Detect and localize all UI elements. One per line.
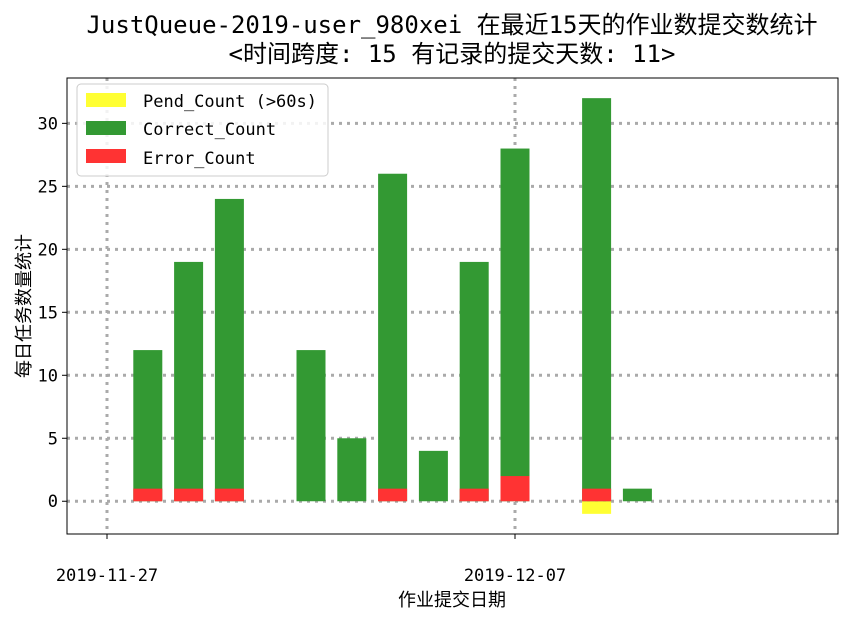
y-tick-label: 25 <box>38 177 58 197</box>
legend-swatch-pend <box>86 93 126 107</box>
bar-error <box>378 488 408 502</box>
legend: Pend_Count (>60s) Correct_Count Error_Co… <box>76 83 329 177</box>
bar-correct <box>418 450 448 502</box>
bar-correct <box>174 261 204 502</box>
y-axis-ticks: 0 5 10 15 20 25 30 <box>38 114 67 512</box>
y-tick-label: 10 <box>38 366 58 386</box>
legend-box <box>76 83 329 177</box>
chart-subtitle: <时间跨度: 15 有记录的提交天数: 11> <box>229 40 676 68</box>
bar-correct <box>378 173 408 502</box>
bar-correct <box>500 148 530 502</box>
y-tick-label: 15 <box>38 303 58 323</box>
bar-correct <box>582 98 612 502</box>
bar-pend <box>582 501 612 514</box>
bar-error <box>582 488 612 502</box>
y-axis-label: 每日任务数量统计 <box>14 234 35 378</box>
bar-error <box>174 488 204 502</box>
y-tick-label: 30 <box>38 114 58 134</box>
bar-error <box>214 488 244 502</box>
bar-correct <box>459 261 489 502</box>
bar-group <box>133 98 652 514</box>
chart-title: JustQueue-2019-user_980xei 在最近15天的作业数提交数… <box>86 11 817 39</box>
bar-error <box>133 488 163 502</box>
y-tick-label: 5 <box>48 429 58 449</box>
x-tick-label: 2019-11-27 <box>56 566 158 586</box>
bar-correct <box>622 488 652 502</box>
legend-swatch-error <box>86 149 126 163</box>
x-tick-label: 2019-12-07 <box>464 566 566 586</box>
y-tick-label: 20 <box>38 240 58 260</box>
plot-frame <box>66 77 839 535</box>
bar-correct <box>133 350 163 502</box>
x-axis-label: 作业提交日期 <box>398 590 506 611</box>
legend-label-pend: Pend_Count (>60s) <box>143 92 317 112</box>
x-axis-ticks: 2019-11-27 2019-12-07 <box>56 534 566 586</box>
legend-swatch-correct <box>86 121 126 135</box>
bar-error <box>459 488 489 502</box>
legend-label-error: Error_Count <box>143 149 256 169</box>
bar-error <box>500 476 530 502</box>
y-tick-label: 0 <box>48 492 58 512</box>
bar-correct <box>337 438 367 502</box>
bar-correct <box>296 350 326 502</box>
legend-label-correct: Correct_Count <box>143 120 276 140</box>
bar-correct <box>214 198 244 502</box>
